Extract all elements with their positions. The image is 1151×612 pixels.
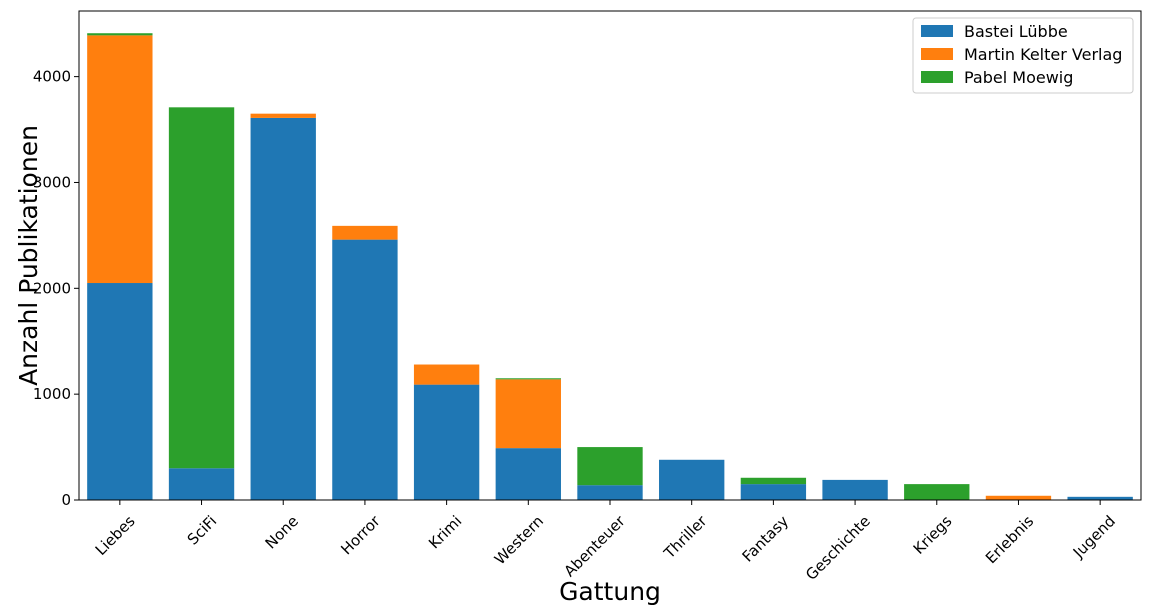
legend-label: Pabel Moewig xyxy=(964,68,1073,87)
bars-group xyxy=(87,33,1133,501)
bar-scifi-series-1 xyxy=(168,468,235,500)
bar-western-series-3 xyxy=(495,378,561,380)
bar-liebes-series-2 xyxy=(87,35,153,284)
y-axis-title: Anzahl Publikationen xyxy=(14,125,43,386)
x-tick-label-liebes: Liebes xyxy=(92,512,139,559)
x-tick-label-krimi: Krimi xyxy=(425,512,465,552)
bar-abenteuer-series-3 xyxy=(577,447,643,486)
x-tick-label-scifi: SciFi xyxy=(184,512,221,549)
bar-abenteuer-series-1 xyxy=(577,485,643,500)
x-tick-label-erlebnis: Erlebnis xyxy=(982,512,1037,567)
bar-fantasy-series-3 xyxy=(740,477,807,485)
bar-fantasy-series-1 xyxy=(740,484,807,500)
bar-none-series-2 xyxy=(250,113,316,118)
y-tick-label: 4000 xyxy=(33,68,71,86)
y-axis: 0 1000 2000 3000 4000 xyxy=(33,68,79,509)
x-tick-label-western: Western xyxy=(491,512,547,568)
x-tick-label-fantasy: Fantasy xyxy=(739,512,793,566)
bar-liebes-series-3 xyxy=(87,33,153,36)
bar-thriller-series-1 xyxy=(659,459,725,500)
x-tick-label-geschichte: Geschichte xyxy=(802,512,874,584)
legend-label: Bastei Lübbe xyxy=(964,22,1068,41)
bar-western-series-2 xyxy=(495,379,561,449)
bar-kriegs-series-3 xyxy=(904,484,970,500)
x-axis: Liebes SciFi None Horror Krimi Western Abenteu… xyxy=(92,500,1119,584)
bar-horror-series-1 xyxy=(332,239,398,500)
y-tick-label: 3000 xyxy=(33,173,71,191)
bar-krimi-series-2 xyxy=(413,364,480,385)
x-tick-label-horror: Horror xyxy=(337,511,384,558)
bar-none-series-1 xyxy=(250,117,316,501)
y-tick-label: 0 xyxy=(61,491,71,509)
x-tick-label-none: None xyxy=(262,512,302,552)
y-tick-label: 2000 xyxy=(33,279,71,297)
x-tick-label-abenteuer: Abenteuer xyxy=(560,511,629,580)
bar-scifi-series-3 xyxy=(168,107,235,469)
legend-box xyxy=(912,17,1134,94)
bar-jugend-series-1 xyxy=(1067,496,1133,500)
y-tick-label: 1000 xyxy=(33,385,71,403)
x-tick-label-kriegs: Kriegs xyxy=(910,512,956,558)
x-tick-label-jugend: Jugend xyxy=(1069,512,1119,562)
bar-erlebnis-series-2 xyxy=(985,495,1052,500)
bar-geschichte-series-1 xyxy=(822,479,888,500)
x-tick-label-thriller: Thriller xyxy=(660,511,711,562)
x-axis-title: Gattung xyxy=(559,577,661,606)
legend-swatch xyxy=(921,48,953,60)
legend-swatch xyxy=(921,71,953,83)
legend-label: Martin Kelter Verlag xyxy=(964,45,1122,64)
bar-liebes-series-1 xyxy=(87,283,153,500)
bar-krimi-series-1 xyxy=(413,384,480,500)
bar-western-series-1 xyxy=(495,448,561,500)
legend-swatch xyxy=(921,25,953,37)
bar-horror-series-2 xyxy=(332,225,398,240)
legend: Bastei Lübbe Martin Kelter Verlag Pabel Mo… xyxy=(912,17,1134,94)
